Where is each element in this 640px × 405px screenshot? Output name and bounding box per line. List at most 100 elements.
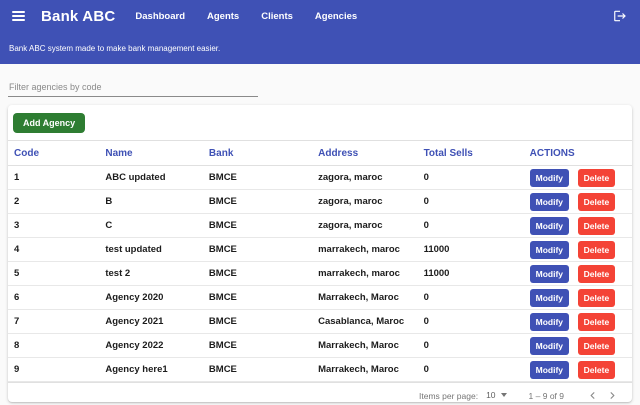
top-toolbar: Bank ABC Dashboard Agents Clients Agenci… bbox=[0, 0, 640, 32]
cell-bank: BMCE bbox=[208, 292, 237, 303]
subtitle-text: Bank ABC system made to make bank manage… bbox=[9, 43, 221, 53]
subtitle-banner: Bank ABC system made to make bank manage… bbox=[0, 32, 640, 64]
table-row: 7 Agency 2021 BMCE Casablanca, Maroc 0 M… bbox=[8, 310, 632, 334]
nav-item-dashboard[interactable]: Dashboard bbox=[135, 10, 186, 22]
cell-total-sells: 0 bbox=[423, 340, 429, 351]
cell-actions: Modify Delete bbox=[529, 358, 632, 382]
cell-actions: Modify Delete bbox=[529, 166, 632, 190]
cell-bank: BMCE bbox=[208, 244, 237, 255]
cell-code: 2 bbox=[14, 196, 20, 207]
delete-button[interactable]: Delete bbox=[577, 264, 616, 283]
nav-item-agents[interactable]: Agents bbox=[207, 10, 240, 22]
range-label: 1 – 9 of 9 bbox=[528, 390, 564, 401]
logout-icon[interactable] bbox=[612, 8, 628, 24]
table-row: 2 B BMCE zagora, maroc 0 Modify Delete bbox=[8, 190, 632, 214]
main-nav: Dashboard Agents Clients Agencies bbox=[135, 11, 357, 22]
cell-code: 4 bbox=[14, 244, 20, 255]
cell-name: test 2 bbox=[105, 268, 131, 279]
delete-button[interactable]: Delete bbox=[577, 288, 616, 307]
cell-actions: Modify Delete bbox=[529, 334, 632, 358]
cell-bank: BMCE bbox=[208, 196, 237, 207]
cell-actions: Modify Delete bbox=[529, 262, 632, 286]
modify-button[interactable]: Modify bbox=[529, 312, 570, 331]
cell-name: B bbox=[105, 196, 113, 207]
cell-bank: BMCE bbox=[208, 316, 237, 327]
modify-button[interactable]: Modify bbox=[529, 168, 570, 187]
header-bank: Bank bbox=[208, 147, 234, 159]
table-row: 8 Agency 2022 BMCE Marrakech, Maroc 0 Mo… bbox=[8, 334, 632, 358]
cell-total-sells: 11000 bbox=[423, 268, 450, 279]
page-size-select[interactable]: 10 bbox=[484, 388, 508, 403]
cell-actions: Modify Delete bbox=[529, 214, 632, 238]
header-name: Name bbox=[105, 147, 133, 159]
filter-agencies-input[interactable] bbox=[8, 79, 258, 97]
cell-address: Marrakech, Maroc bbox=[318, 340, 399, 351]
cell-bank: BMCE bbox=[208, 340, 237, 351]
cell-bank: BMCE bbox=[208, 220, 237, 231]
cell-name: C bbox=[105, 220, 113, 231]
cell-total-sells: 11000 bbox=[423, 244, 450, 255]
delete-button[interactable]: Delete bbox=[577, 240, 616, 259]
modify-button[interactable]: Modify bbox=[529, 240, 570, 259]
cell-address: Marrakech, Maroc bbox=[318, 364, 399, 375]
header-total-sells: Total Sells bbox=[423, 147, 473, 159]
cell-name: Agency 2021 bbox=[105, 316, 164, 327]
modify-button[interactable]: Modify bbox=[529, 264, 570, 283]
page-size-value: 10 bbox=[486, 389, 496, 400]
delete-button[interactable]: Delete bbox=[577, 192, 616, 211]
nav-item-agencies[interactable]: Agencies bbox=[314, 10, 358, 22]
cell-name: Agency 2020 bbox=[105, 292, 164, 303]
cell-code: 1 bbox=[14, 172, 20, 183]
cell-name: test updated bbox=[105, 244, 162, 255]
modify-button[interactable]: Modify bbox=[529, 288, 570, 307]
delete-button[interactable]: Delete bbox=[577, 168, 616, 187]
cell-total-sells: 0 bbox=[423, 196, 429, 207]
modify-button[interactable]: Modify bbox=[529, 360, 570, 379]
header-actions: ACTIONS bbox=[529, 147, 575, 159]
cell-bank: BMCE bbox=[208, 364, 237, 375]
cell-total-sells: 0 bbox=[423, 316, 429, 327]
table-header-row: Code Name Bank Address Total Sells ACTIO… bbox=[8, 140, 632, 166]
delete-button[interactable]: Delete bbox=[577, 312, 616, 331]
previous-page-icon[interactable] bbox=[582, 386, 602, 403]
cell-address: zagora, maroc bbox=[318, 196, 383, 207]
cell-code: 6 bbox=[14, 292, 20, 303]
cell-code: 9 bbox=[14, 364, 20, 375]
cell-actions: Modify Delete bbox=[529, 238, 632, 262]
cell-actions: Modify Delete bbox=[529, 190, 632, 214]
paginator: Items per page: 10 1 – 9 of 9 bbox=[8, 382, 632, 402]
filter-section bbox=[0, 64, 640, 105]
cell-bank: BMCE bbox=[208, 268, 237, 279]
cell-total-sells: 0 bbox=[423, 292, 429, 303]
table-body: 1 ABC updated BMCE zagora, maroc 0 Modif… bbox=[8, 166, 632, 382]
nav-item-clients[interactable]: Clients bbox=[261, 10, 293, 22]
cell-address: Marrakech, Maroc bbox=[318, 292, 399, 303]
items-per-page-label: Items per page: bbox=[419, 390, 479, 401]
cell-code: 5 bbox=[14, 268, 20, 279]
modify-button[interactable]: Modify bbox=[529, 216, 570, 235]
agencies-card: Add Agency Code Name Bank Address Total … bbox=[8, 105, 632, 402]
delete-button[interactable]: Delete bbox=[577, 336, 616, 355]
cell-bank: BMCE bbox=[208, 172, 237, 183]
menu-icon[interactable] bbox=[12, 11, 25, 21]
cell-address: marrakech, maroc bbox=[318, 244, 400, 255]
modify-button[interactable]: Modify bbox=[529, 192, 570, 211]
cell-total-sells: 0 bbox=[423, 172, 429, 183]
delete-button[interactable]: Delete bbox=[577, 216, 616, 235]
modify-button[interactable]: Modify bbox=[529, 336, 570, 355]
cell-name: Agency 2022 bbox=[105, 340, 164, 351]
table-row: 5 test 2 BMCE marrakech, maroc 11000 Mod… bbox=[8, 262, 632, 286]
chevron-down-icon bbox=[500, 392, 507, 397]
table-row: 1 ABC updated BMCE zagora, maroc 0 Modif… bbox=[8, 166, 632, 190]
cell-actions: Modify Delete bbox=[529, 286, 632, 310]
cell-address: zagora, maroc bbox=[318, 220, 383, 231]
add-agency-button[interactable]: Add Agency bbox=[13, 113, 86, 133]
delete-button[interactable]: Delete bbox=[577, 360, 616, 379]
header-code: Code bbox=[14, 147, 39, 159]
cell-address: zagora, maroc bbox=[318, 172, 383, 183]
cell-code: 3 bbox=[14, 220, 20, 231]
table-row: 6 Agency 2020 BMCE Marrakech, Maroc 0 Mo… bbox=[8, 286, 632, 310]
cell-name: ABC updated bbox=[105, 172, 166, 183]
cell-name: Agency here1 bbox=[105, 364, 168, 375]
next-page-icon[interactable] bbox=[602, 386, 622, 403]
